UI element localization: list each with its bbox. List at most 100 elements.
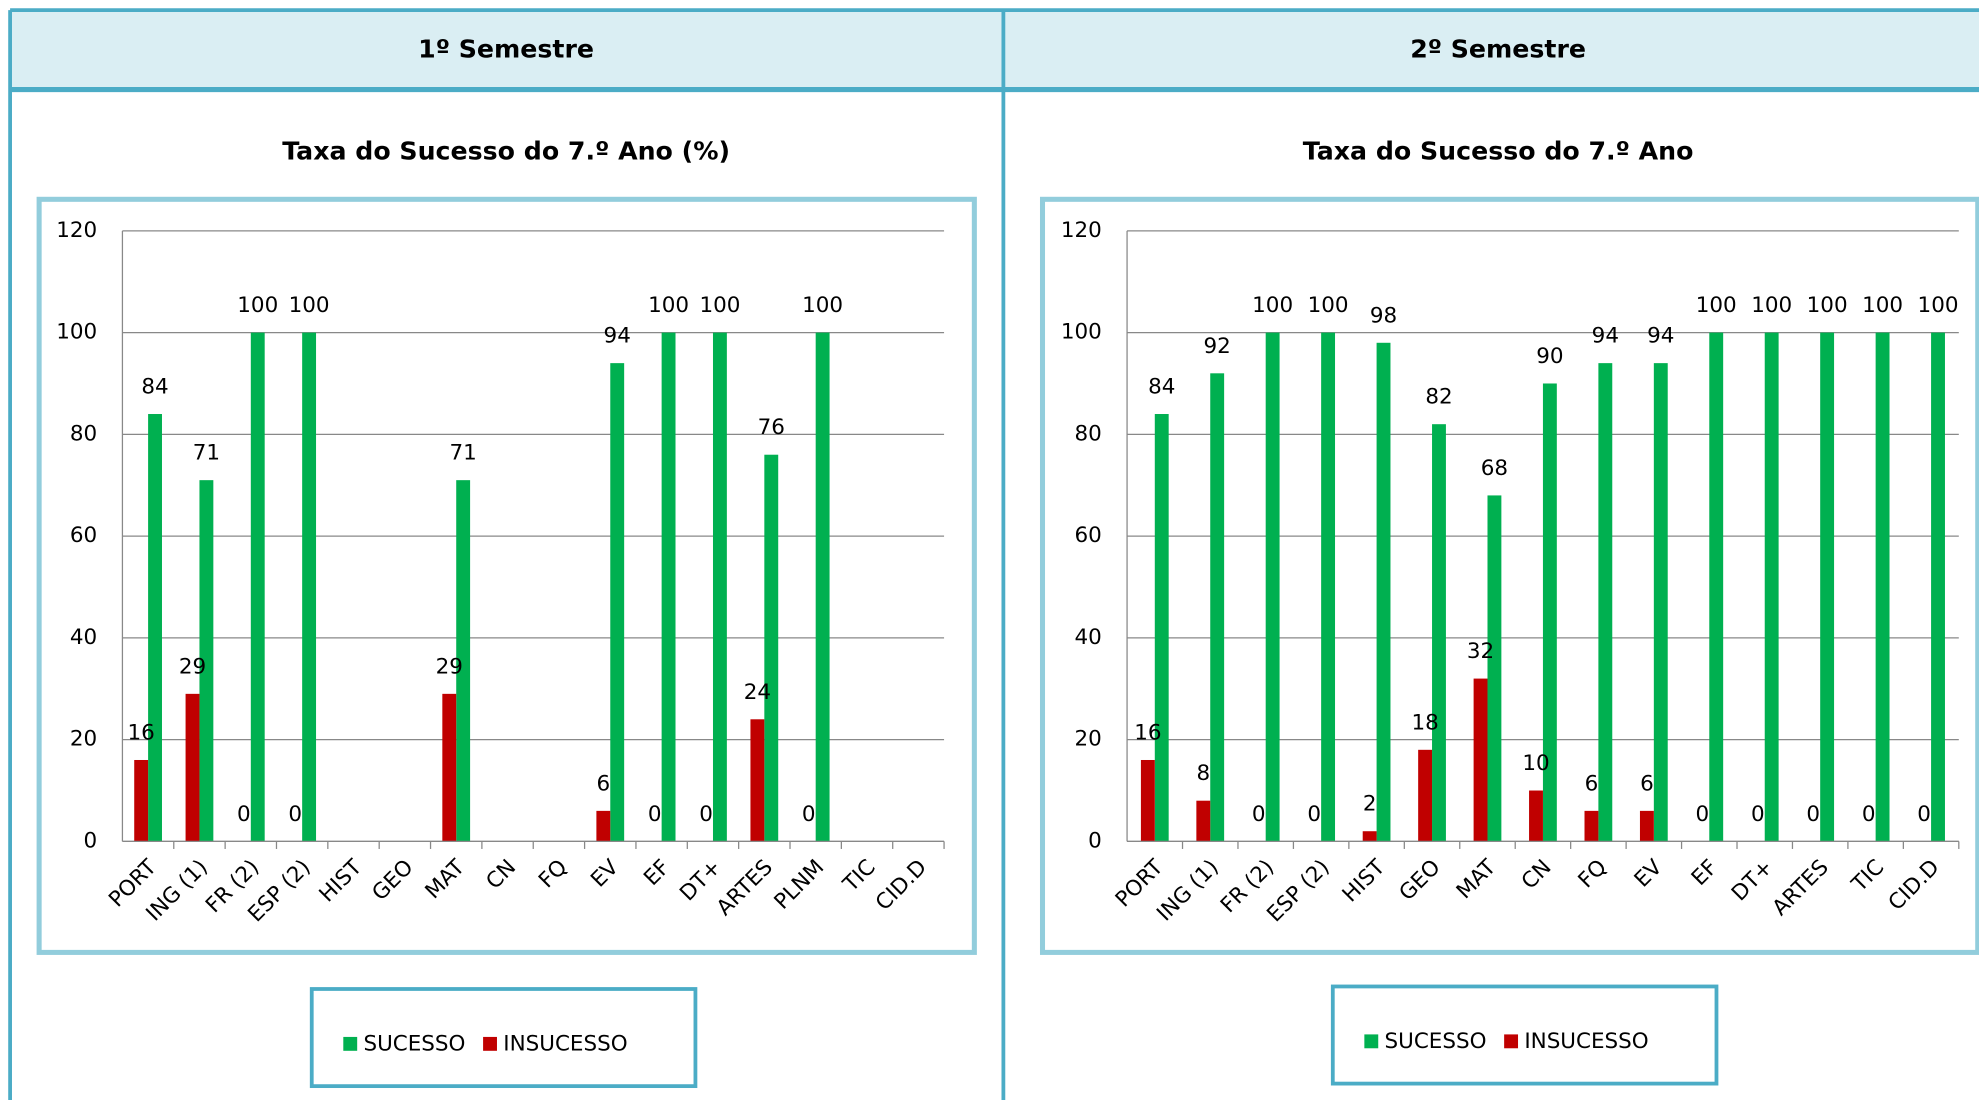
bar	[1210, 373, 1225, 842]
data-label: 100	[802, 293, 843, 318]
x-tick-label: FQ	[534, 855, 572, 893]
bar	[442, 693, 457, 842]
x-tick-label: MAT	[1452, 854, 1502, 904]
data-label: 6	[597, 771, 611, 796]
x-tick-label: FQ	[1574, 855, 1612, 893]
bar	[596, 810, 611, 842]
data-label: 98	[1370, 303, 1397, 328]
data-label: 100	[1807, 293, 1848, 318]
data-label: 0	[237, 802, 251, 827]
data-label: 100	[1918, 293, 1959, 318]
x-tick-label: CID.D	[871, 855, 932, 916]
data-label: 29	[436, 654, 463, 679]
x-tick-label: EV	[586, 855, 624, 893]
data-label: 0	[1252, 802, 1266, 827]
y-tick-label: 40	[1075, 625, 1102, 650]
y-tick-label: 20	[70, 727, 97, 752]
data-label: 18	[1411, 710, 1438, 735]
legend-swatch	[483, 1036, 497, 1051]
data-label: 100	[289, 293, 330, 318]
data-label: 94	[604, 324, 631, 349]
data-label: 100	[1862, 293, 1903, 318]
data-label: 0	[288, 802, 302, 827]
bar	[185, 693, 200, 842]
x-tick-label: EF	[1687, 855, 1723, 891]
x-tick-label: MAT	[421, 854, 471, 904]
bar	[1473, 678, 1488, 842]
bar	[134, 759, 149, 842]
x-tick-label: HIST	[315, 854, 368, 907]
x-tick-label: CID.D	[1884, 855, 1945, 916]
x-tick-label: CN	[1517, 855, 1557, 895]
data-label: 82	[1425, 385, 1452, 410]
bar	[1265, 332, 1280, 842]
bar	[610, 363, 625, 842]
chart-frame	[1039, 196, 1979, 955]
bar	[1487, 495, 1502, 842]
data-label: 6	[1640, 771, 1654, 796]
x-tick-label: EV	[1630, 855, 1668, 893]
bar	[1196, 800, 1211, 842]
bar	[1820, 332, 1835, 842]
x-tick-label: GEO	[367, 855, 418, 906]
data-label: 0	[1806, 802, 1820, 827]
data-label: 100	[1751, 293, 1792, 318]
y-tick-label: 60	[70, 523, 97, 548]
data-label: 2	[1363, 792, 1377, 817]
y-tick-label: 0	[84, 828, 98, 853]
bar	[1584, 810, 1599, 842]
data-label: 94	[1592, 324, 1619, 349]
bar	[302, 332, 317, 842]
bar	[148, 414, 162, 842]
bar	[1542, 383, 1557, 842]
data-label: 100	[1308, 293, 1349, 318]
bar	[1639, 810, 1654, 842]
y-tick-label: 0	[1088, 828, 1102, 853]
bar	[1875, 332, 1890, 842]
bar	[712, 332, 727, 842]
bar	[661, 332, 676, 842]
bar	[1376, 342, 1391, 842]
data-label: 10	[1522, 751, 1549, 776]
legend-label: INSUCESSO	[503, 1031, 627, 1056]
legend-swatch	[1504, 1034, 1519, 1049]
x-tick-label: ING (1)	[1152, 855, 1224, 927]
chart-title: Taxa do Sucesso do 7.º Ano	[1303, 137, 1694, 166]
data-label: 100	[699, 293, 740, 318]
data-label: 8	[1196, 761, 1210, 786]
bar	[764, 454, 779, 842]
column-header: 1º Semestre	[418, 34, 594, 63]
bar	[1140, 759, 1155, 842]
data-label: 32	[1467, 639, 1494, 664]
bar	[750, 719, 765, 842]
data-label: 71	[450, 441, 477, 466]
data-label: 84	[141, 375, 168, 400]
y-tick-label: 100	[1061, 320, 1102, 345]
data-label: 0	[802, 802, 816, 827]
bar	[1931, 332, 1945, 842]
y-tick-label: 40	[70, 625, 97, 650]
data-label: 0	[1862, 802, 1876, 827]
data-label: 0	[1751, 802, 1765, 827]
data-label: 0	[1307, 802, 1321, 827]
data-label: 100	[1696, 293, 1737, 318]
y-tick-label: 120	[1061, 218, 1102, 243]
x-tick-label: EF	[639, 855, 675, 891]
y-tick-label: 20	[1075, 727, 1102, 752]
bar	[1709, 332, 1724, 842]
legend-swatch	[343, 1036, 358, 1051]
data-label: 68	[1481, 456, 1508, 481]
legend-box	[309, 987, 698, 1089]
data-label: 29	[179, 654, 206, 679]
header-row	[10, 10, 1979, 90]
legend-label: INSUCESSO	[1524, 1029, 1648, 1054]
bar	[1529, 790, 1543, 842]
data-label: 0	[1917, 802, 1931, 827]
data-label: 100	[237, 293, 278, 318]
x-tick-label: ARTES	[712, 855, 778, 921]
data-label: 100	[1252, 293, 1293, 318]
data-label: 84	[1148, 375, 1175, 400]
bar	[456, 480, 471, 842]
